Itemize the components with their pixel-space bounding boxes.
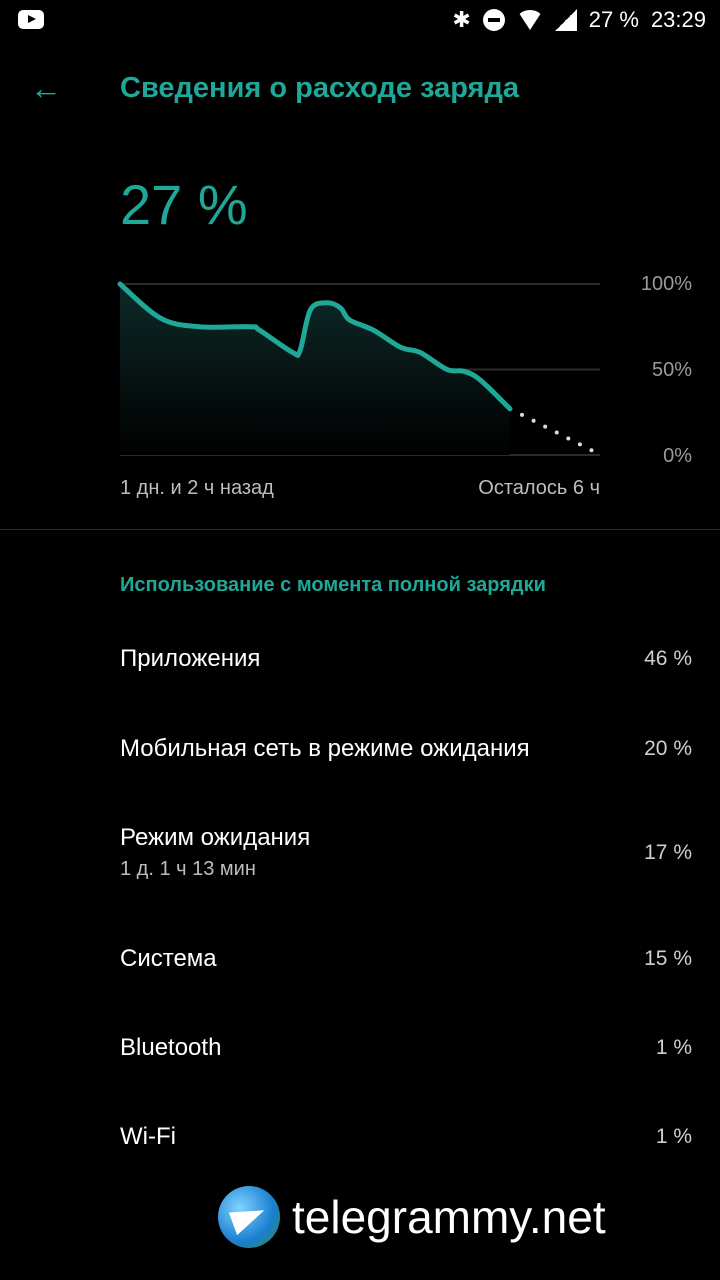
telegram-globe-logo-icon	[218, 1186, 280, 1248]
list-item[interactable]: Wi-Fi 1 %	[120, 1123, 692, 1151]
item-label: Bluetooth	[120, 1034, 222, 1061]
list-item[interactable]: Режим ожидания 1 д. 1 ч 13 мин 17 %	[120, 824, 692, 881]
wifi-icon	[516, 10, 543, 30]
battery-chart	[117, 281, 600, 456]
item-label: Мобильная сеть в режиме ожидания	[120, 735, 530, 762]
watermark: telegrammy.net	[218, 1186, 606, 1248]
list-item[interactable]: Система 15 %	[120, 945, 692, 973]
divider	[0, 529, 720, 530]
item-label: Wi-Fi	[120, 1123, 176, 1150]
app-bar: ← Сведения о расходе заряда	[0, 60, 720, 116]
battery-line	[117, 281, 513, 412]
signal-icon	[554, 9, 577, 31]
battery-percent: 27 %	[588, 7, 639, 32]
youtube-icon	[18, 10, 44, 29]
item-value: 17 %	[644, 840, 692, 864]
x-start-label: 1 дн. и 2 ч назад	[120, 477, 274, 499]
arrow-left-icon[interactable]: ←	[30, 70, 62, 106]
battery-level: 27 %	[120, 173, 248, 236]
list-item[interactable]: Bluetooth 1 %	[120, 1034, 692, 1062]
bluetooth-icon: ✱	[452, 7, 471, 32]
do-not-disturb-icon	[482, 9, 505, 31]
y-tick-label: 50%	[651, 359, 692, 381]
y-tick-label: 100%	[640, 273, 692, 295]
item-value: 1 %	[655, 1036, 692, 1059]
section-header: Использование с момента полной зарядки	[120, 574, 546, 596]
item-label: Приложения	[120, 645, 261, 672]
x-end-label: Осталось 6 ч	[478, 477, 600, 499]
item-sublabel: 1 д. 1 ч 13 мин	[120, 858, 256, 880]
item-value: 20 %	[644, 737, 692, 760]
item-value: 1 %	[655, 1125, 692, 1148]
item-value: 46 %	[644, 647, 692, 670]
list-item[interactable]: Мобильная сеть в режиме ожидания 20 %	[120, 735, 692, 763]
status-bar: ✱ 27 % 23:29	[0, 0, 720, 42]
y-tick-label: 0%	[663, 445, 692, 467]
item-label: Система	[120, 945, 217, 972]
chart-area	[120, 284, 510, 455]
page-title: Сведения о расходе заряда	[120, 72, 520, 104]
list-item[interactable]: Приложения 46 %	[120, 645, 692, 673]
watermark-text: telegrammy.net	[292, 1191, 606, 1243]
clock: 23:29	[650, 7, 706, 32]
item-label: Режим ожидания	[120, 824, 311, 851]
projection-line	[520, 412, 596, 454]
item-value: 15 %	[644, 947, 692, 970]
